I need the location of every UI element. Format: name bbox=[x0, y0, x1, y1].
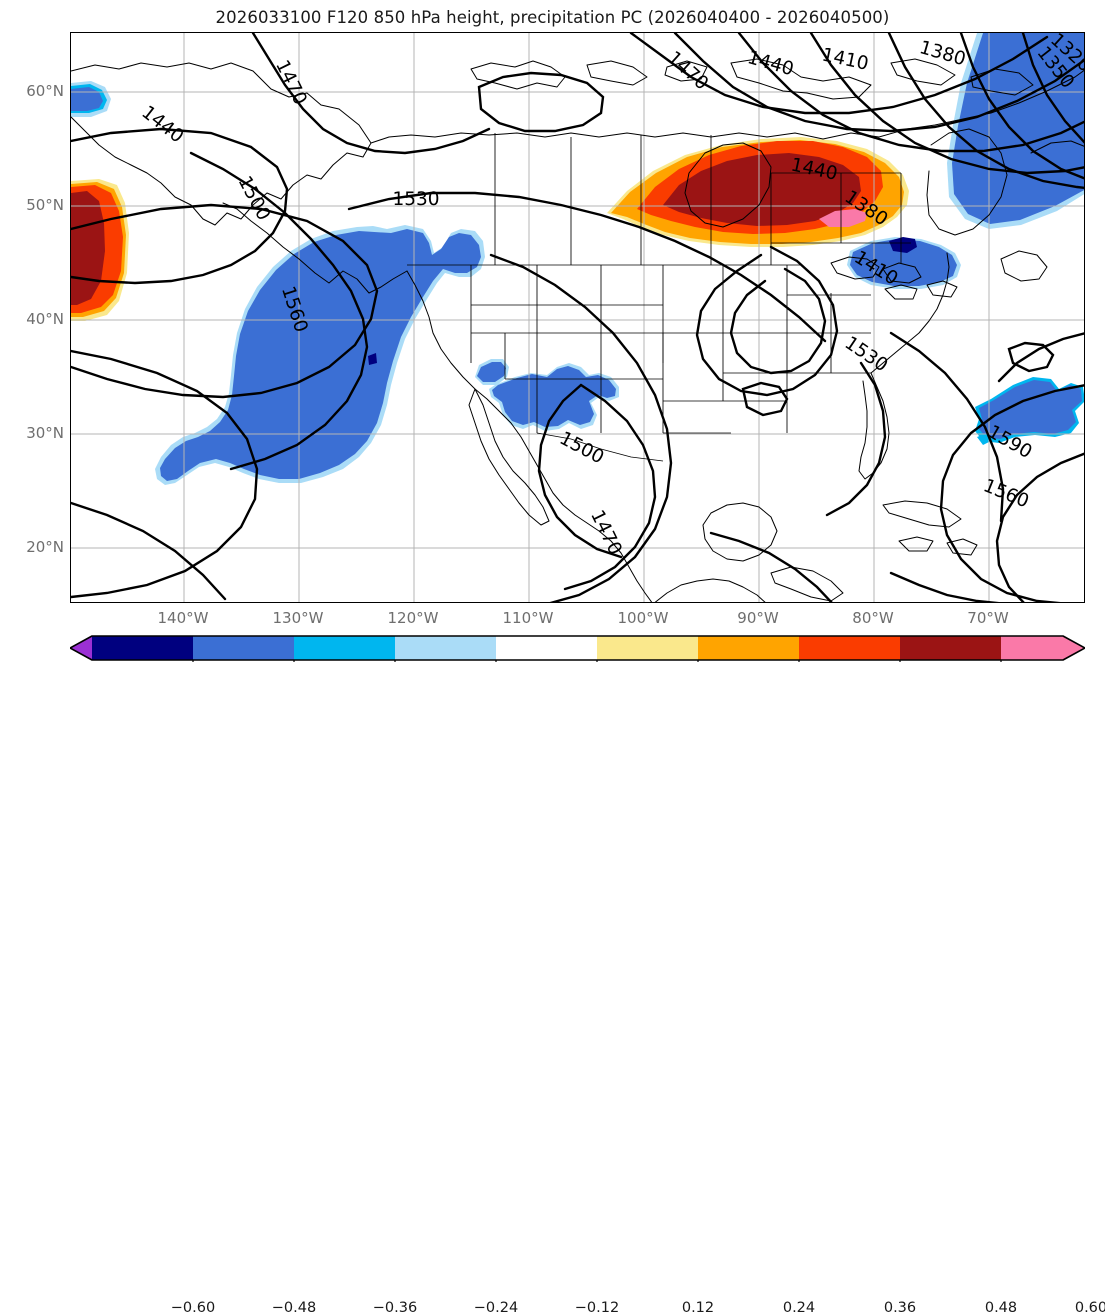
cbar-tick-0.12: 0.12 bbox=[681, 1300, 715, 1316]
map-political-borders bbox=[407, 133, 911, 462]
svg-text:1470: 1470 bbox=[586, 507, 626, 559]
xtick-120W: 120°W bbox=[387, 609, 439, 627]
xtick-110W: 110°W bbox=[502, 609, 554, 627]
cbar-tick--0.60: −0.60 bbox=[170, 1300, 216, 1316]
ytick-50N: 50°N bbox=[26, 196, 64, 214]
map-svg: 1470 1440 1500 1530 1560 1500 1470 1470 … bbox=[71, 33, 1084, 602]
ytick-30N: 30°N bbox=[26, 424, 64, 442]
height-contours bbox=[71, 33, 1084, 602]
cbar-tick--0.12: −0.12 bbox=[574, 1300, 620, 1316]
shade-blob-southwest-us-negative bbox=[475, 359, 619, 431]
ytick-20N: 20°N bbox=[26, 538, 64, 556]
shade-blob-great-lakes-negative bbox=[847, 237, 961, 289]
map-plot-area: 1470 1440 1500 1530 1560 1500 1470 1470 … bbox=[70, 32, 1085, 603]
ytick-60N: 60°N bbox=[26, 82, 64, 100]
shade-blob-ne-pacific-positive bbox=[71, 179, 129, 321]
chart-root: 2026033100 F120 850 hPa height, precipit… bbox=[26, 8, 1105, 1316]
cbar-tick-0.24: 0.24 bbox=[782, 1300, 816, 1316]
map-coastlines bbox=[71, 58, 1084, 602]
shade-blob-bering-negative bbox=[71, 81, 111, 117]
shade-blob-us-west-coast-negative bbox=[155, 225, 485, 485]
shade-blob-west-atlantic-negative bbox=[975, 377, 1084, 445]
svg-text:1440: 1440 bbox=[137, 102, 187, 148]
svg-text:1410: 1410 bbox=[820, 44, 870, 74]
cbar-tick-0.36: 0.36 bbox=[883, 1300, 917, 1316]
shade-blob-hudson-bay-positive bbox=[607, 137, 909, 247]
colorbar-outline bbox=[70, 635, 1085, 661]
cbar-tick--0.36: −0.36 bbox=[372, 1300, 418, 1316]
colorbar-svg[interactable] bbox=[70, 634, 1085, 662]
xtick-70W: 70°W bbox=[967, 609, 1009, 627]
svg-text:1380: 1380 bbox=[917, 37, 968, 70]
ytick-40N: 40°N bbox=[26, 310, 64, 328]
colorbar[interactable]: −0.60 −0.48 −0.36 −0.24 −0.12 0.12 0.24 … bbox=[70, 634, 1105, 1316]
svg-text:1470: 1470 bbox=[271, 57, 311, 109]
chart-title: 2026033100 F120 850 hPa height, precipit… bbox=[215, 8, 890, 27]
cbar-tick-0.48: 0.48 bbox=[984, 1300, 1018, 1316]
shaded-precip-field bbox=[71, 33, 1084, 485]
colorbar-bands bbox=[70, 636, 1085, 660]
colorbar-tickmarks bbox=[192, 660, 1002, 662]
cbar-tick--0.24: −0.24 bbox=[473, 1300, 519, 1316]
cbar-tick-0.60: 0.60 bbox=[1074, 1300, 1105, 1316]
map-graticule bbox=[71, 33, 1084, 602]
svg-text:1440: 1440 bbox=[745, 47, 796, 80]
xtick-140W: 140°W bbox=[157, 609, 209, 627]
xtick-100W: 100°W bbox=[617, 609, 669, 627]
svg-text:1560: 1560 bbox=[980, 475, 1032, 512]
xtick-80W: 80°W bbox=[852, 609, 894, 627]
xtick-90W: 90°W bbox=[737, 609, 779, 627]
svg-text:1530: 1530 bbox=[392, 189, 439, 210]
cbar-tick--0.48: −0.48 bbox=[271, 1300, 317, 1316]
xtick-130W: 130°W bbox=[272, 609, 324, 627]
